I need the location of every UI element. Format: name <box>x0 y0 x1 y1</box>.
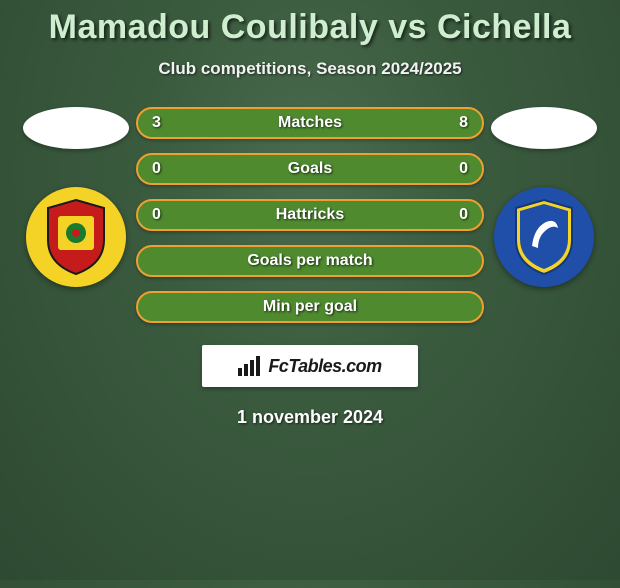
subtitle: Club competitions, Season 2024/2025 <box>0 59 620 79</box>
stat-left-value: 0 <box>152 160 172 178</box>
stat-label: Goals per match <box>138 252 482 270</box>
shield-icon <box>512 198 576 276</box>
stat-bar: 0Goals0 <box>136 153 484 185</box>
snapshot-date: 1 november 2024 <box>0 407 620 428</box>
shield-icon <box>44 198 108 276</box>
stat-left-value: 3 <box>152 114 172 132</box>
stat-bar: Goals per match <box>136 245 484 277</box>
stat-bar: 3Matches8 <box>136 107 484 139</box>
stat-right-value: 8 <box>448 114 468 132</box>
stat-label: Goals <box>138 160 482 178</box>
stat-bar: 0Hattricks0 <box>136 199 484 231</box>
stat-label: Hattricks <box>138 206 482 224</box>
left-player-avatar <box>23 107 129 149</box>
stat-label: Min per goal <box>138 298 482 316</box>
brand-attribution: FcTables.com <box>202 345 418 387</box>
right-player-avatar <box>491 107 597 149</box>
left-player-column <box>16 107 136 287</box>
stat-label: Matches <box>138 114 482 132</box>
stat-bars: 3Matches80Goals00Hattricks0Goals per mat… <box>136 107 484 323</box>
chart-icon <box>238 356 262 376</box>
stat-right-value: 0 <box>448 160 468 178</box>
right-player-column <box>484 107 604 287</box>
comparison-panel: 3Matches80Goals00Hattricks0Goals per mat… <box>0 107 620 323</box>
brand-text: FcTables.com <box>268 356 381 377</box>
stat-left-value: 0 <box>152 206 172 224</box>
right-club-badge <box>494 187 594 287</box>
left-club-badge <box>26 187 126 287</box>
stat-bar: Min per goal <box>136 291 484 323</box>
page-title: Mamadou Coulibaly vs Cichella <box>0 8 620 47</box>
stat-right-value: 0 <box>448 206 468 224</box>
